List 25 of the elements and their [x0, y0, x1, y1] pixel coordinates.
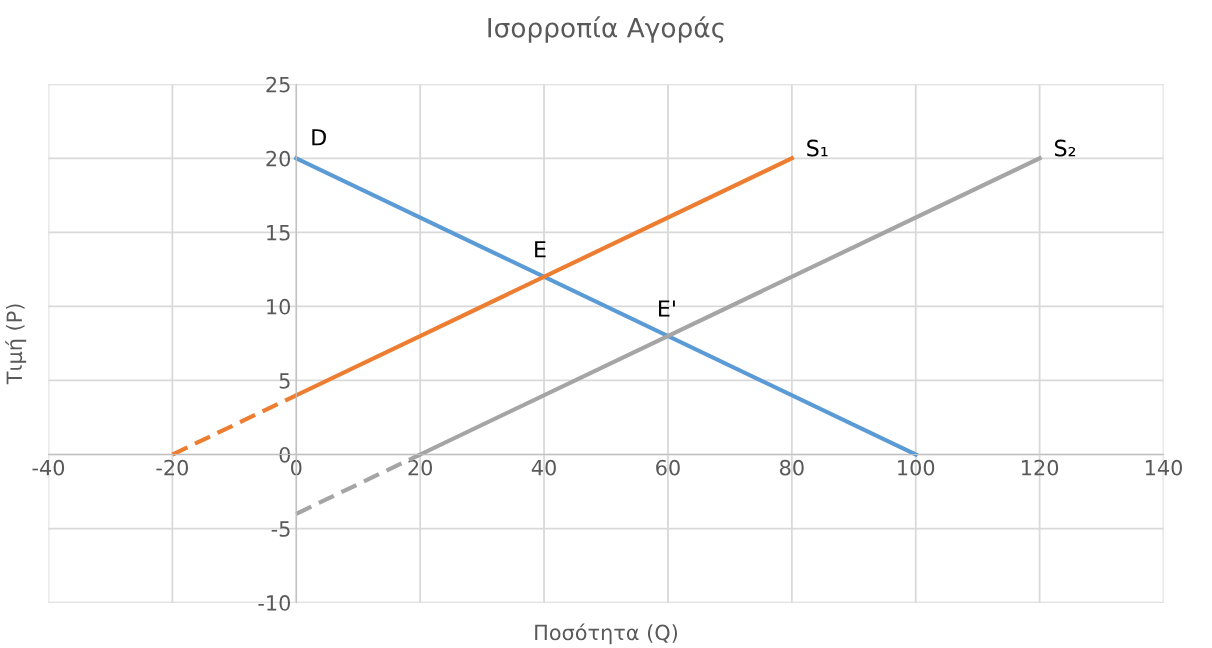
y-tick-label: -5 [271, 521, 290, 537]
x-tick-label: 120 [1022, 459, 1059, 476]
annotation: E [535, 241, 546, 258]
x-tick-label: 60 [656, 459, 680, 476]
chart-title: Ισορροπία Αγοράς [488, 16, 724, 43]
y-tick-label: 25 [266, 76, 290, 93]
y-axis-title: Τιμή (P) [5, 304, 27, 385]
x-tick-label: 40 [531, 459, 556, 476]
y-tick-label: -10 [258, 595, 291, 611]
x-axis-title: Ποσότητα (Q) [535, 623, 678, 645]
y-tick-label: 5 [279, 373, 290, 389]
x-tick-label: 80 [780, 459, 804, 476]
x-tick-label: 140 [1145, 459, 1183, 476]
series-label: S₂ [1054, 139, 1076, 157]
x-tick-label: 20 [408, 459, 433, 476]
series-label: D [312, 129, 326, 146]
x-tick-label: -40 [32, 459, 65, 476]
series-label: S₁ [807, 139, 828, 157]
y-tick-label: 20 [266, 150, 291, 167]
x-tick-label: -20 [156, 459, 188, 476]
y-tick-label: 15 [267, 225, 290, 241]
annotation: E' [659, 300, 675, 317]
x-tick-label: 100 [898, 459, 935, 476]
x-tick-label: 0 [291, 459, 302, 476]
y-tick-label: 10 [267, 298, 291, 315]
